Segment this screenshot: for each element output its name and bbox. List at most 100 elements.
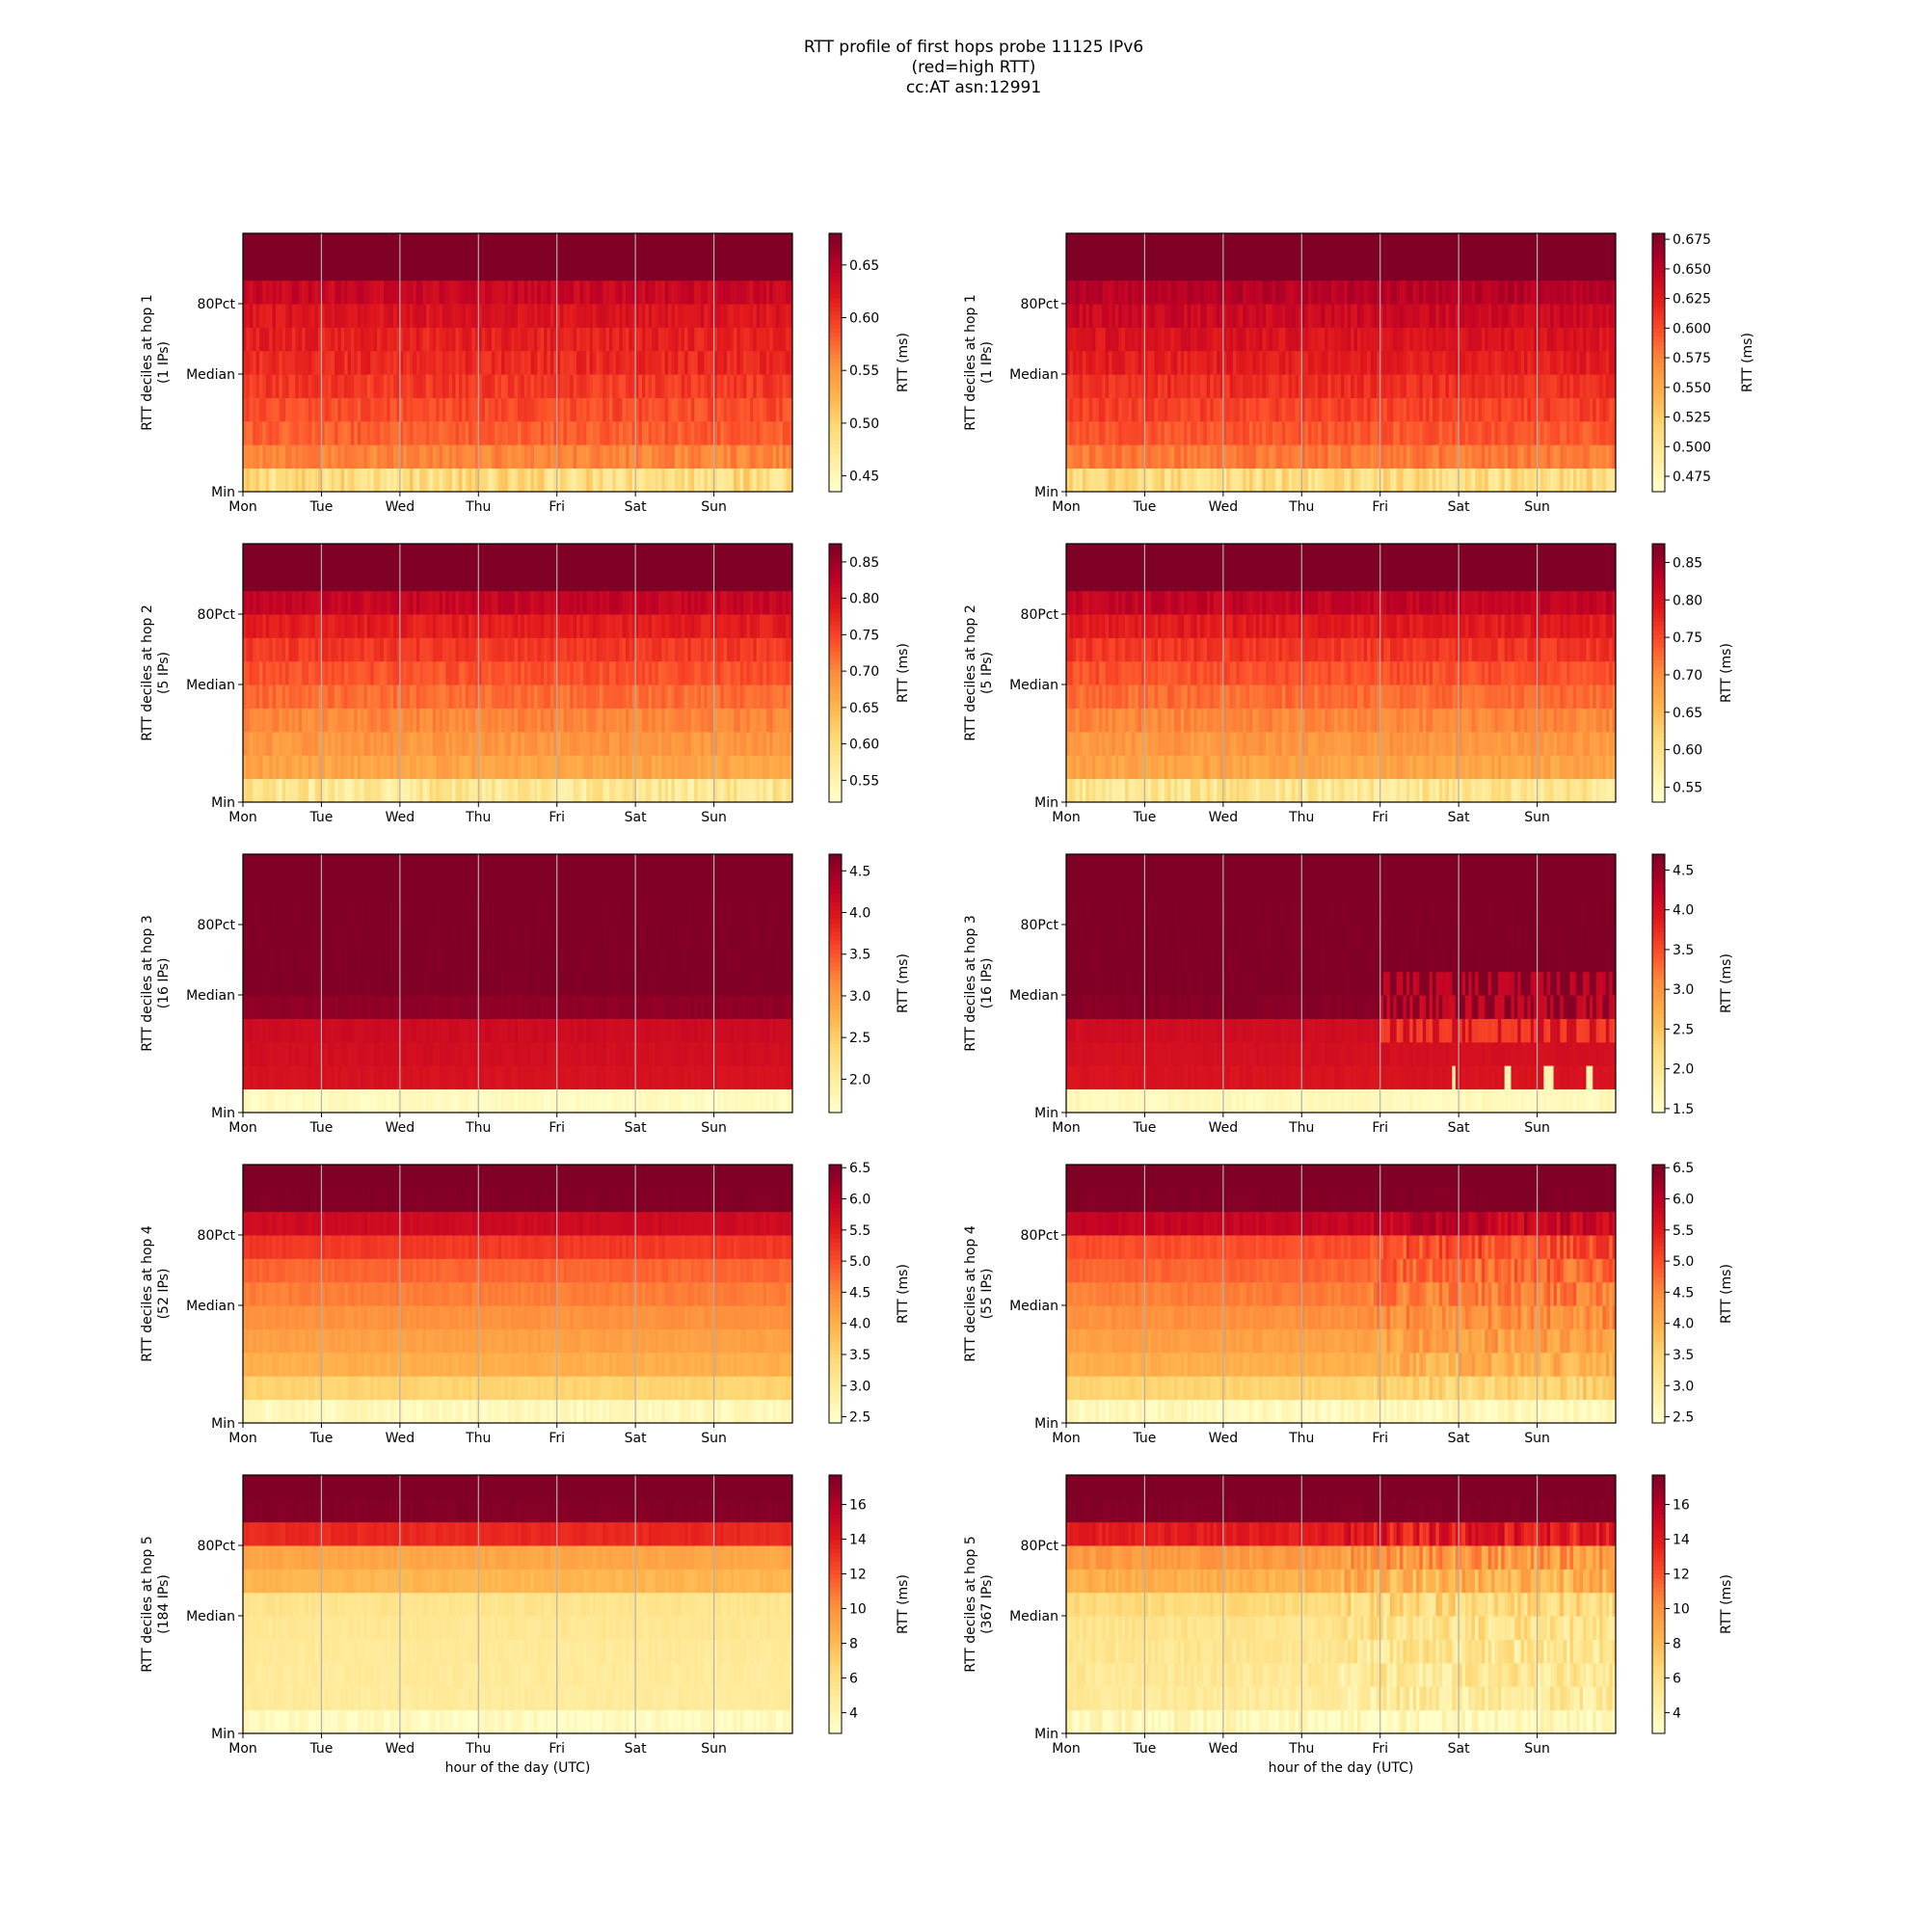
heatmap-cell [1279, 281, 1283, 305]
heatmap-cell [724, 374, 728, 398]
heatmap-cell [701, 351, 705, 375]
heatmap-cell [351, 304, 355, 328]
heatmap-cell [282, 444, 286, 469]
heatmap-cell [701, 327, 705, 351]
heatmap-cell [269, 398, 273, 422]
colorbar-tick-label: 0.55 [849, 363, 879, 379]
heatmap-cell [642, 256, 646, 281]
heatmap-cell [612, 304, 616, 328]
heatmap-cell [341, 421, 345, 445]
heatmap-cell [524, 444, 528, 469]
y-tick-min-label: Min [1034, 485, 1058, 500]
heatmap-cell [1498, 374, 1502, 398]
heatmap-cell [1171, 351, 1175, 375]
heatmap-cell [285, 374, 289, 398]
heatmap-cell [1112, 444, 1116, 469]
heatmap-cell [488, 779, 492, 803]
heatmap-cell [544, 444, 548, 469]
heatmap-cell [335, 444, 338, 469]
colorbar-segment [1652, 384, 1665, 389]
heatmap-cell [1318, 351, 1322, 375]
heatmap-cell [1475, 351, 1479, 375]
heatmap-cell [419, 421, 423, 445]
heatmap-cell [665, 444, 669, 469]
heatmap-cell [619, 779, 623, 803]
heatmap-cell [390, 469, 394, 493]
heatmap-cell [668, 304, 672, 328]
heatmap-cell [570, 398, 574, 422]
heatmap-cell [544, 327, 548, 351]
heatmap-cell [1167, 327, 1171, 351]
heatmap-cell [776, 233, 780, 257]
heatmap-cell [786, 327, 790, 351]
heatmap-cell [295, 755, 299, 779]
heatmap-cell [452, 444, 456, 469]
heatmap-cell [1076, 421, 1080, 445]
heatmap-cell [652, 398, 656, 422]
heatmap-cell [374, 281, 378, 305]
heatmap-cell [1511, 351, 1514, 375]
heatmap-cell [678, 256, 682, 281]
heatmap-cell [498, 281, 502, 305]
heatmap-cell [1564, 469, 1567, 493]
heatmap-cell [1289, 444, 1293, 469]
heatmap-cell [564, 327, 568, 351]
heatmap-cell [1188, 281, 1192, 305]
heatmap-cell [1560, 421, 1564, 445]
heatmap-cell [1482, 469, 1486, 493]
heatmap-cell [579, 233, 583, 257]
heatmap-cell [423, 351, 427, 375]
heatmap-cell [429, 755, 433, 779]
heatmap-cell [1531, 421, 1535, 445]
heatmap-cell [1128, 281, 1132, 305]
heatmap-cell [302, 779, 306, 803]
heatmap-cell [1305, 256, 1309, 281]
heatmap-cell [629, 351, 632, 375]
heatmap-cell [515, 732, 519, 756]
heatmap-cell [459, 304, 463, 328]
heatmap-cell [1433, 469, 1436, 493]
heatmap-cell [1161, 256, 1165, 281]
heatmap-cell [682, 233, 685, 257]
heatmap-cell [429, 398, 433, 422]
heatmap-cell [469, 732, 472, 756]
heatmap-cell [436, 469, 440, 493]
heatmap-cell [769, 351, 773, 375]
heatmap-cell [1331, 444, 1335, 469]
heatmap-cell [1498, 421, 1502, 445]
heatmap-cell [262, 637, 266, 661]
heatmap-cell [246, 351, 250, 375]
heatmap-cell [602, 779, 606, 803]
heatmap-cell [623, 661, 627, 685]
heatmap-cell [440, 732, 443, 756]
heatmap-cell [661, 351, 665, 375]
colorbar-segment [829, 336, 842, 341]
heatmap-cell [1566, 327, 1570, 351]
heatmap-cell [246, 709, 250, 733]
heatmap-cell [374, 374, 378, 398]
heatmap-cell [1327, 351, 1331, 375]
heatmap-cell [459, 779, 463, 803]
heatmap-cell [736, 351, 740, 375]
colorbar-tick-label: 0.500 [1673, 440, 1711, 455]
heatmap-cell [387, 755, 390, 779]
heatmap-cell [1547, 327, 1551, 351]
heatmap-cell [1566, 233, 1570, 257]
heatmap-cell [485, 421, 489, 445]
heatmap-cell [364, 637, 368, 661]
heatmap-cell [1112, 233, 1116, 257]
heatmap-cell [393, 469, 397, 493]
heatmap-cell [720, 327, 724, 351]
heatmap-cell [488, 281, 492, 305]
heatmap-cell [292, 351, 296, 375]
heatmap-cell [678, 327, 682, 351]
colorbar-segment [829, 415, 842, 419]
heatmap-cell [773, 469, 777, 493]
heatmap-cell [440, 398, 443, 422]
heatmap-cell [351, 732, 355, 756]
heatmap-cell [704, 732, 708, 756]
colorbar-segment [1652, 380, 1665, 385]
heatmap-cell [731, 444, 735, 469]
heatmap-cell [537, 444, 541, 469]
heatmap-cell [515, 684, 519, 709]
